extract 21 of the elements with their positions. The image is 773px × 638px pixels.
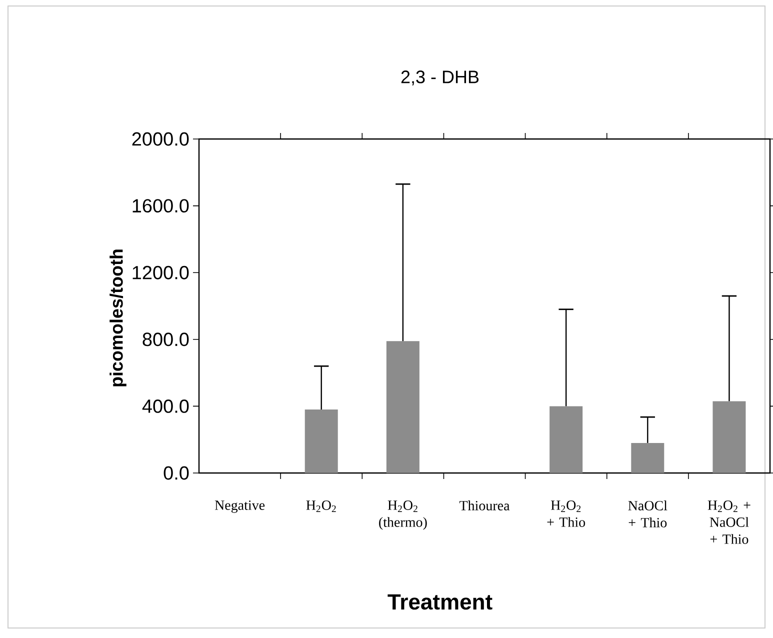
y-tick-label: 2000.0 [132,132,189,146]
chart-title: 2,3 - DHB [401,70,479,86]
bar [304,410,338,473]
x-tick-label: H$_{2}$O$_{2}$ + NaOCl + Thio [708,500,750,544]
bar [631,442,664,473]
x-tick-label: NaOCl + Thio [628,500,668,528]
x-axis-title: Treatment [388,594,492,610]
x-tick-label: H$_{2}$O$_{2}$ (thermo) [379,500,427,530]
y-tick-label: 0.0 [164,466,189,480]
y-tick-label: 800.0 [142,332,189,346]
y-tick-label: 1600.0 [132,199,189,213]
y-tick-label: 1200.0 [132,266,189,280]
bar [386,341,420,473]
bar [550,406,583,473]
x-tick-label: Thiourea [459,500,510,510]
y-tick-label: 400.0 [142,399,189,413]
x-tick-label: Negative [214,500,265,513]
x-tick-label: H$_{2}$O$_{2}$ [306,500,336,512]
y-axis-title: picomoles/tooth [110,250,126,386]
x-tick-label: H$_{2}$O$_{2}$ + Thio [547,500,586,527]
bar [712,401,746,473]
